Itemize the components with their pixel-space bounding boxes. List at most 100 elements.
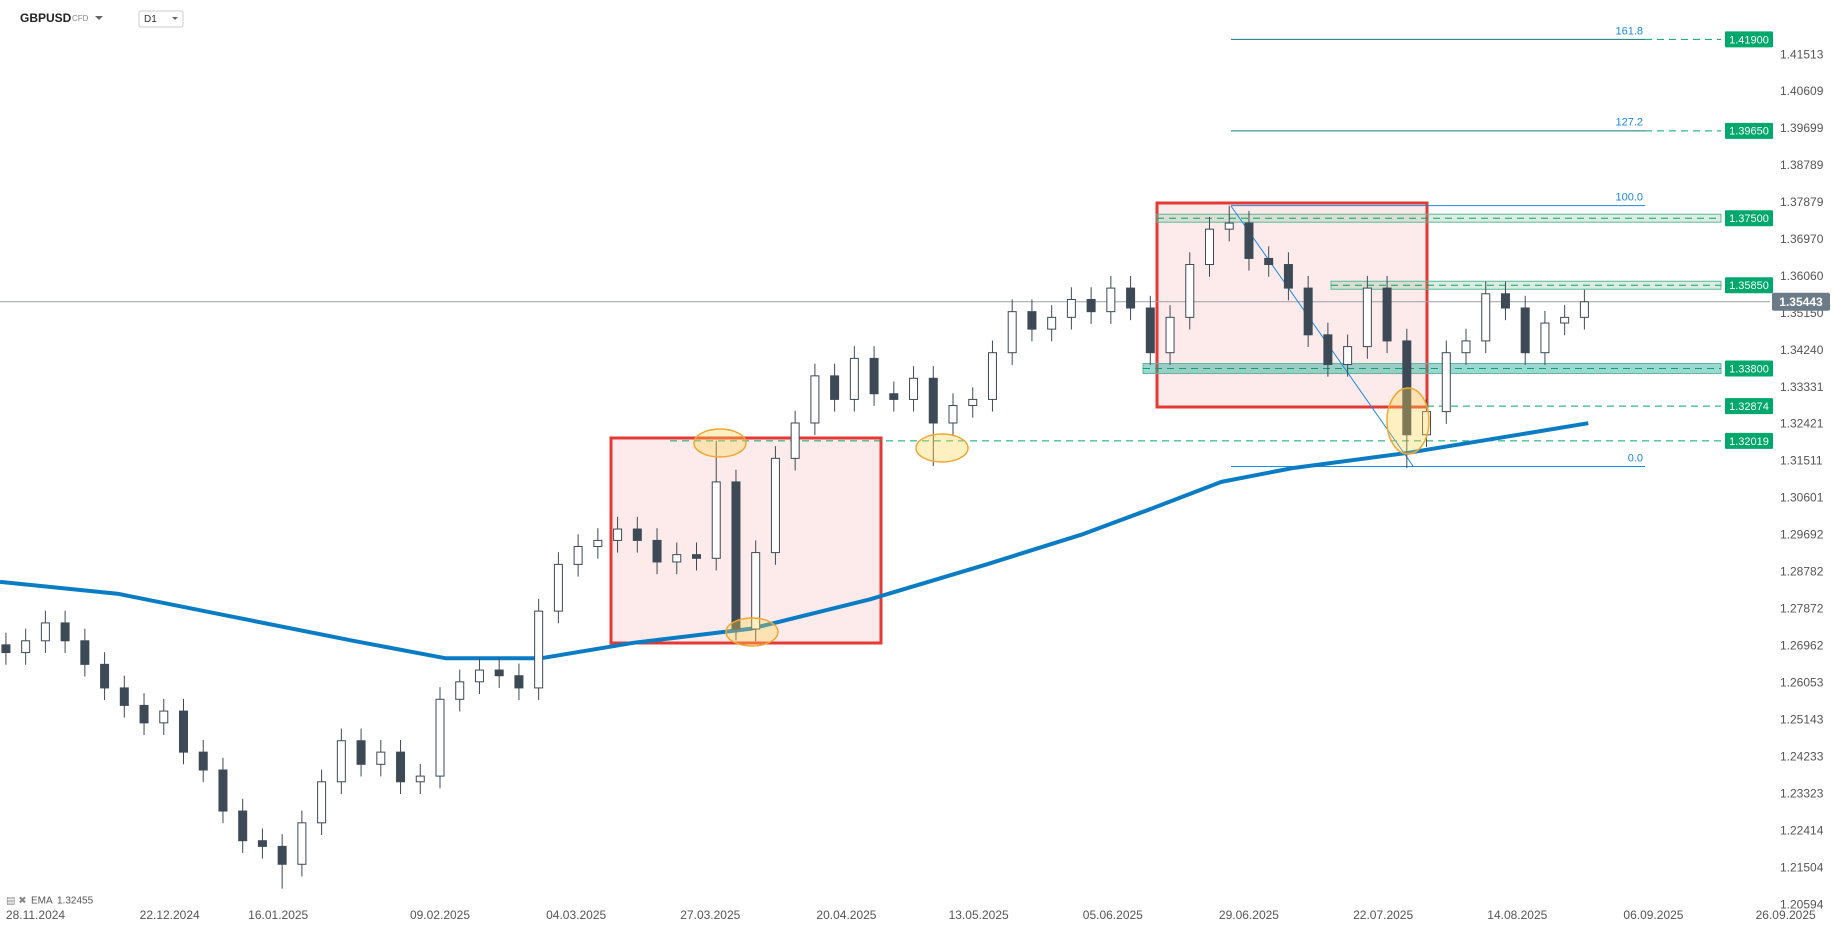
candle-body (100, 663, 110, 689)
candle-body (1441, 352, 1451, 413)
candle-body (317, 781, 327, 824)
legend-icon[interactable]: ▤ ✖ (6, 896, 27, 907)
candle-body (1126, 287, 1136, 309)
fib-label: 161.8 (1615, 25, 1643, 37)
candle-body (869, 357, 879, 395)
candle-body (553, 563, 563, 612)
y-tick-label: 1.37879 (1780, 195, 1824, 209)
candle-body (1007, 311, 1017, 354)
x-tick-label: 22.07.2025 (1353, 908, 1413, 922)
x-tick-label: 09.02.2025 (410, 908, 470, 922)
fib-label: 100.0 (1615, 192, 1643, 204)
candle-body (1047, 316, 1057, 330)
candle-body (1500, 293, 1510, 309)
highlight (725, 617, 779, 647)
x-tick-label: 27.03.2025 (680, 908, 740, 922)
highlight (1386, 387, 1430, 455)
y-tick-label: 1.36970 (1780, 232, 1824, 246)
candle-body (711, 481, 721, 559)
candle-body (1303, 287, 1313, 336)
candle-body (593, 539, 603, 548)
candle-body (139, 704, 149, 724)
candle-body (652, 539, 662, 563)
candle-body (1362, 287, 1372, 348)
y-tick-label: 1.30601 (1780, 491, 1824, 505)
last-price-label: 1.35443 (1779, 295, 1823, 309)
y-tick-label: 1.32421 (1780, 417, 1824, 431)
x-tick-label: 29.06.2025 (1219, 908, 1279, 922)
y-tick-label: 1.24233 (1780, 749, 1824, 763)
symbol-dropdown[interactable] (95, 16, 103, 20)
level-tag (1725, 432, 1773, 449)
trend-line (1230, 205, 1414, 467)
level-label: 1.35850 (1729, 280, 1769, 292)
y-tick-label: 1.31511 (1780, 454, 1823, 468)
candle-body (474, 669, 484, 683)
candle-body (1461, 340, 1471, 354)
candle-body (1086, 298, 1096, 313)
x-tick-label: 26.09.2025 (1756, 908, 1816, 922)
candle-body (1106, 287, 1116, 313)
candle-body (751, 552, 761, 630)
x-tick-label: 28.11.2024 (6, 908, 65, 922)
x-tick-label: 05.06.2025 (1083, 908, 1143, 922)
fib-label: 127.2 (1615, 117, 1643, 129)
candle-body (573, 546, 583, 565)
level-label: 1.32874 (1729, 401, 1769, 413)
fib-label: 0.0 (1628, 452, 1643, 464)
candle-body (1205, 228, 1215, 266)
candle-body (1520, 307, 1530, 354)
y-tick-label: 1.29692 (1780, 528, 1824, 542)
y-tick-label: 1.21504 (1780, 860, 1824, 874)
candle-body (632, 528, 642, 541)
zone-box (1155, 201, 1429, 409)
timeframe[interactable]: D1 (144, 14, 157, 25)
candle-body (297, 822, 307, 865)
candle-body (356, 740, 366, 765)
y-tick-label: 1.23323 (1780, 786, 1824, 800)
legend-ema-value: 1.32455 (57, 896, 94, 907)
y-tick-label: 1.36060 (1780, 269, 1824, 283)
highlight (915, 433, 969, 463)
candle-body (21, 640, 31, 654)
candle-body (415, 775, 425, 783)
candle-body (40, 622, 50, 642)
level-label: 1.32019 (1729, 436, 1769, 448)
symbol[interactable]: GBPUSD (20, 11, 72, 25)
candle-body (336, 740, 346, 783)
level-label: 1.37500 (1729, 213, 1769, 225)
y-tick-label: 1.33331 (1780, 380, 1824, 394)
candle-body (770, 457, 780, 554)
level-tag (1725, 31, 1773, 48)
candle-body (948, 405, 958, 424)
x-tick-label: 22.12.2024 (140, 908, 200, 922)
timeframe-dropdown[interactable] (172, 17, 178, 20)
candle-body (1027, 311, 1037, 330)
candle-body (80, 640, 90, 665)
y-tick-label: 1.34240 (1780, 343, 1824, 357)
candle-body (810, 375, 820, 424)
candle-body (672, 554, 682, 563)
candle-body (238, 810, 248, 842)
y-tick-label: 1.39699 (1780, 121, 1824, 135)
zone-box (609, 436, 883, 645)
candle-body (987, 352, 997, 400)
candle-body (909, 377, 919, 400)
candle-body (119, 687, 129, 706)
y-tick-label: 1.25143 (1780, 712, 1824, 726)
candle-body (731, 481, 741, 630)
candle-body (435, 698, 445, 777)
candle-body (1540, 322, 1550, 354)
candle-body (1343, 346, 1353, 365)
level-label: 1.33800 (1729, 363, 1769, 375)
timeframe-box[interactable] (138, 10, 184, 28)
x-tick-label: 04.03.2025 (546, 908, 606, 922)
candle-body (1579, 301, 1589, 318)
candle-body (692, 554, 702, 559)
y-tick-label: 1.40609 (1780, 84, 1824, 98)
y-tick-label: 1.41513 (1780, 47, 1824, 61)
candle-body (1264, 257, 1274, 266)
candle-body (396, 751, 406, 783)
y-tick-label: 1.26053 (1780, 676, 1824, 690)
